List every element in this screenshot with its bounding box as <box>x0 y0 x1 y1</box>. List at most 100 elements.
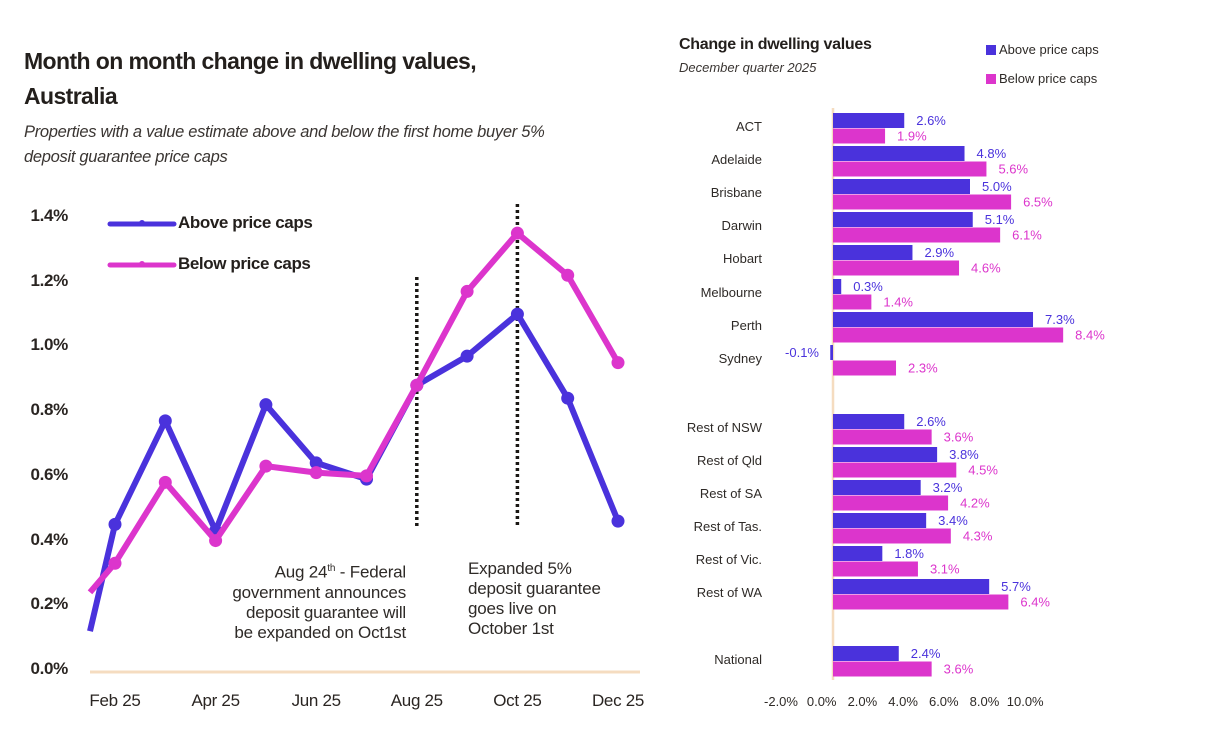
category-label: Rest of Vic. <box>695 552 762 567</box>
data-point <box>460 349 474 363</box>
legend-label-below: Below price caps <box>178 254 311 273</box>
bar-below <box>833 260 960 276</box>
line-chart-subtitle: Properties with a value estimate above a… <box>24 123 545 166</box>
data-point <box>108 556 122 570</box>
category-label: Darwin <box>721 218 762 233</box>
series-below <box>87 226 625 595</box>
legend-swatch-above <box>986 44 996 55</box>
annotation-aug: Aug 24th - Federal government announces … <box>150 559 406 643</box>
bar-value-label: 2.9% <box>924 245 954 260</box>
bar-value-label: 5.7% <box>1001 579 1031 594</box>
data-point <box>309 466 323 480</box>
bar-value-label: 1.8% <box>894 546 924 561</box>
data-point <box>360 469 373 483</box>
category-label: Rest of WA <box>696 585 762 600</box>
annotation-oct-line-4: October 1st <box>468 619 554 638</box>
bar-above <box>833 447 938 462</box>
category-label: Brisbane <box>710 185 762 200</box>
bar-above <box>833 179 970 194</box>
annotation-oct-line-2: deposit guarantee <box>468 579 601 598</box>
legend-marker-above <box>107 220 177 227</box>
category-label: Rest of Tas. <box>693 519 762 534</box>
bar-value-label: 3.6% <box>944 430 974 445</box>
bar-value-label: 3.6% <box>944 662 974 677</box>
bar-value-label: 0.3% <box>853 279 883 294</box>
data-point <box>309 456 323 470</box>
bar-legend-above: Above price caps <box>986 42 1099 57</box>
annotation-aug-line-3: deposit guarantee will <box>245 602 406 622</box>
bar-above <box>833 513 927 528</box>
bar-legend-label-below: Below price caps <box>999 71 1098 86</box>
bar-value-label: 7.3% <box>1045 312 1075 327</box>
bar-above <box>833 245 913 260</box>
y-tick-label: 0.6% <box>30 464 68 484</box>
bar-value-label: 5.0% <box>982 179 1012 194</box>
x-tick-label: Oct 25 <box>493 691 542 710</box>
annotation-oct-line-3: goes live on <box>468 599 557 618</box>
bar-above <box>830 345 833 360</box>
bar-above <box>833 546 883 561</box>
bar-below <box>833 495 949 511</box>
bar-x-tick-label: -2.0% <box>764 694 798 709</box>
bar-x-tick-label: 2.0% <box>847 694 878 709</box>
bar-above <box>833 480 921 495</box>
annotation-aug-line-2: government announces <box>232 582 406 602</box>
data-point <box>259 398 273 412</box>
bar-below <box>833 661 932 677</box>
data-point <box>209 534 223 548</box>
bar-below <box>833 327 1064 343</box>
bar-x-tick-label: 0.0% <box>806 694 837 709</box>
series-line <box>87 311 621 632</box>
bar-below <box>833 227 1001 243</box>
bar-value-label: 4.5% <box>968 463 998 478</box>
bar-above <box>833 579 990 594</box>
annotation-oct: Expanded 5% deposit guarantee goes live … <box>468 559 658 639</box>
bar-value-label: 3.1% <box>930 562 960 577</box>
legend-swatch-below <box>986 73 996 84</box>
bar-above <box>833 312 1034 327</box>
bar-above <box>833 146 965 161</box>
y-tick-label: 0.8% <box>30 400 68 420</box>
annotation-superscript: th <box>327 563 336 574</box>
bar-value-label: 2.6% <box>916 113 946 128</box>
bar-above <box>833 414 905 429</box>
data-point <box>561 268 575 282</box>
bar-value-label: 5.1% <box>985 212 1015 227</box>
annotation-oct-line-1: Expanded 5% <box>468 559 572 578</box>
category-label: ACT <box>736 119 762 134</box>
annotation-aug-line-1: Aug 24th - Federal <box>274 562 407 582</box>
bar-x-tick-label: 8.0% <box>969 694 1000 709</box>
bar-below <box>833 561 918 577</box>
category-label: National <box>714 652 762 667</box>
bar-value-label: 4.6% <box>971 261 1001 276</box>
line-chart-plot <box>87 204 640 674</box>
bar-below <box>833 194 1012 210</box>
data-point <box>611 356 625 370</box>
bar-below <box>833 462 957 478</box>
category-label: Rest of SA <box>699 486 762 501</box>
bar-value-label: 6.4% <box>1020 595 1050 610</box>
line-chart-title: Month on month change in dwelling values… <box>24 48 477 109</box>
bar-above <box>833 646 899 661</box>
category-label: Melbourne <box>700 285 762 300</box>
x-tick-label: Dec 25 <box>591 691 645 710</box>
x-tick-label: Apr 25 <box>191 691 240 710</box>
category-label: Perth <box>730 318 762 333</box>
x-tick-label: Aug 25 <box>390 691 443 710</box>
bar-value-label: 3.8% <box>949 447 979 462</box>
bar-x-tick-label: 4.0% <box>888 694 918 709</box>
y-tick-label: 1.2% <box>30 270 68 290</box>
data-point <box>561 391 575 405</box>
bar-below <box>833 429 932 445</box>
data-point <box>460 284 474 298</box>
bar-value-label: 1.4% <box>883 295 913 310</box>
bar-above <box>833 212 973 227</box>
data-point <box>259 459 273 473</box>
bar-value-label: 8.4% <box>1075 328 1105 343</box>
line-legend-markers <box>107 220 177 268</box>
category-label: Adelaide <box>711 152 762 167</box>
bar-legend-label-above: Above price caps <box>999 42 1099 57</box>
category-label: Sydney <box>718 351 762 366</box>
bar-value-label: 4.3% <box>963 529 993 544</box>
data-point <box>108 517 122 531</box>
